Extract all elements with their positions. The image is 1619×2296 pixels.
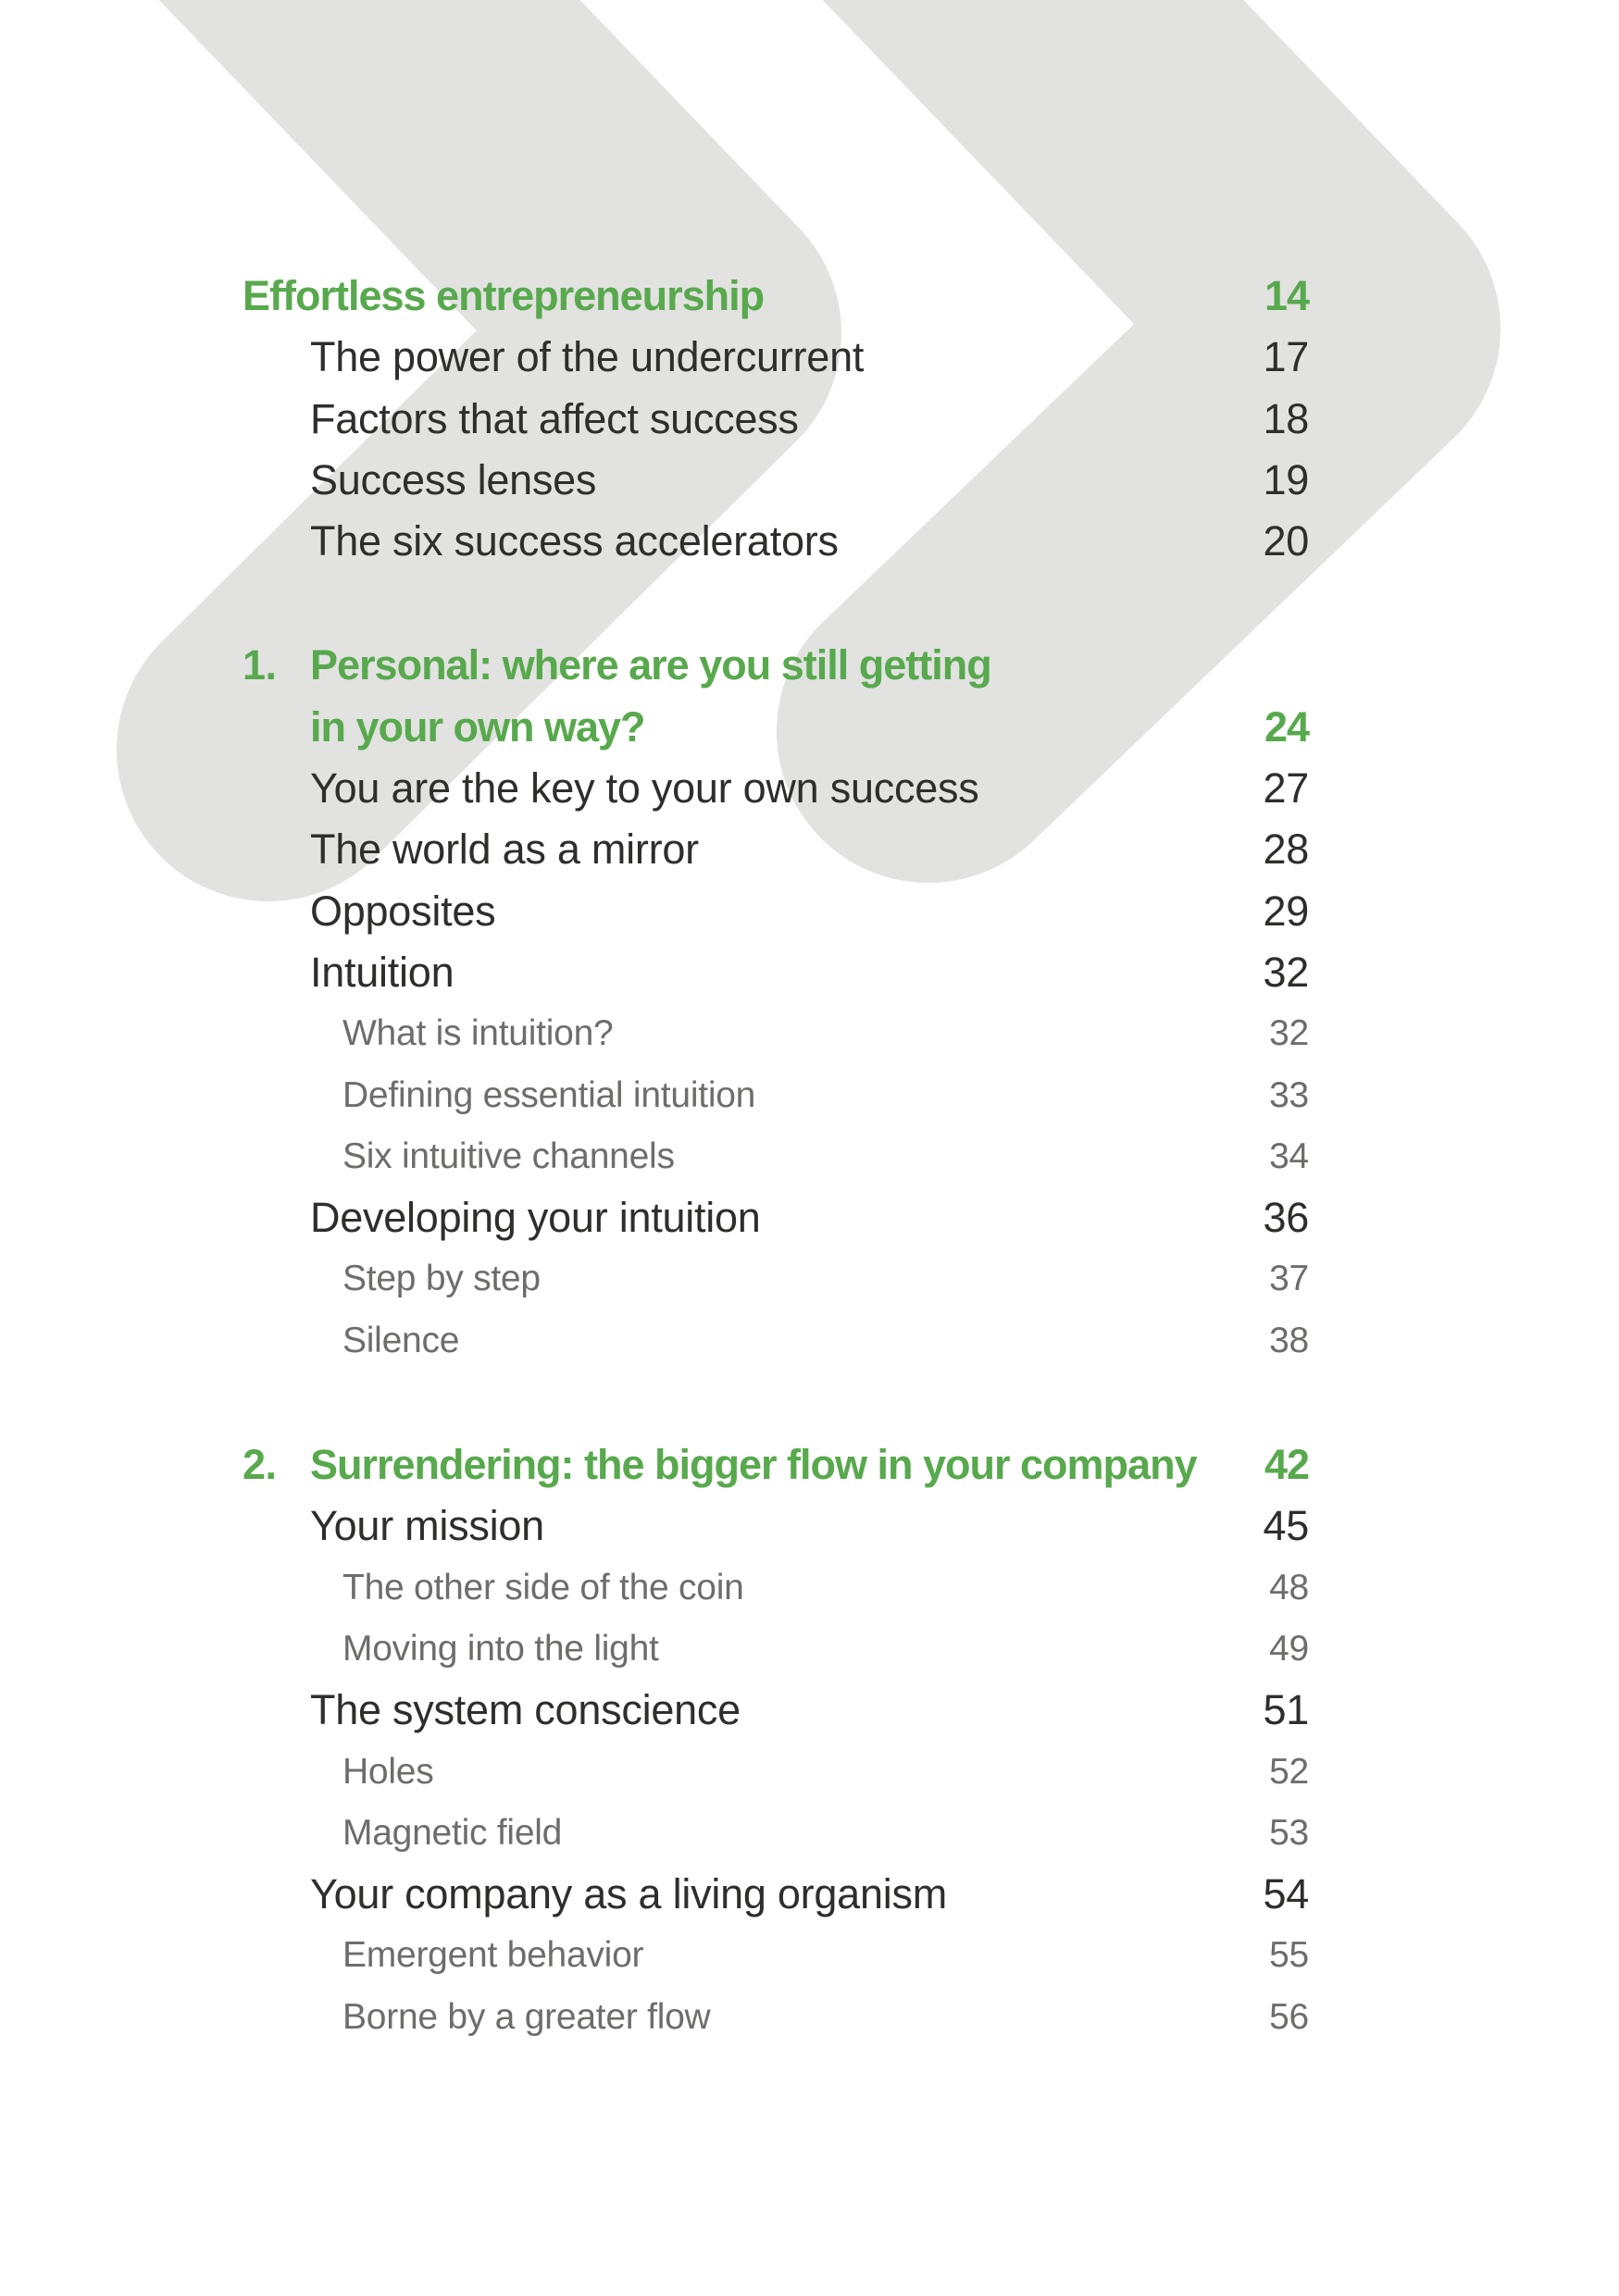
toc-list: Effortless entrepreneurship 14 The power… [243, 266, 1310, 2048]
toc-entry-title: Emergent behavior [342, 1935, 644, 1976]
toc-row: Emergent behavior 55 [243, 1925, 1309, 1986]
toc-entry-title: What is intuition? [342, 1013, 614, 1054]
toc-row: in your own way? 24 [243, 697, 1310, 758]
toc-row: Your company as a living organism 54 [243, 1864, 1309, 1925]
toc-row: Success lenses 19 [243, 450, 1309, 511]
toc-page-number: 32 [1263, 948, 1309, 996]
toc-row: Step by step 37 [243, 1248, 1309, 1309]
toc-row: Developing your intuition 36 [243, 1187, 1309, 1248]
toc-page-number: 29 [1263, 887, 1309, 935]
toc-entry-title: Defining essential intuition [342, 1074, 756, 1115]
toc-entry-title: Intuition [310, 948, 455, 996]
toc-page-number: 34 [1269, 1136, 1309, 1176]
toc-row: Magnetic field 53 [243, 1803, 1309, 1864]
toc-page-number: 27 [1263, 764, 1309, 813]
toc-page-number: 56 [1269, 1996, 1309, 2037]
section-number: 1. [243, 641, 277, 689]
toc-entry-title: Moving into the light [342, 1628, 659, 1669]
toc-page-number: 37 [1269, 1259, 1309, 1299]
toc-page-number: 17 [1263, 333, 1309, 381]
toc-row: Holes 52 [243, 1742, 1309, 1803]
toc-entry-title: The six success accelerators [310, 517, 839, 565]
toc-row: 1. Personal: where are you still getting [243, 635, 1309, 696]
section-number: 2. [243, 1441, 277, 1489]
toc-row: The other side of the coin 48 [243, 1558, 1309, 1619]
toc-entry-title: Opposites [310, 887, 496, 935]
toc-row: Six intuitive channels 34 [243, 1126, 1309, 1187]
toc-row: Opposites 29 [243, 881, 1309, 942]
chevron-right-icon [117, 0, 841, 901]
toc-page-number: 55 [1269, 1935, 1309, 1976]
toc-entry-title: The power of the undercurrent [310, 333, 865, 381]
toc-row: Borne by a greater flow 56 [243, 1987, 1309, 2048]
toc-row: The system conscience 51 [243, 1680, 1309, 1741]
toc-entry-title: Effortless entrepreneurship [243, 272, 765, 319]
toc-entry-title: Six intuitive channels [342, 1136, 675, 1176]
toc-entry-title: Developing your intuition [310, 1194, 761, 1242]
toc-page-number: 45 [1263, 1502, 1309, 1550]
toc-entry-title: The world as a mirror [310, 825, 699, 874]
toc-page-number: 51 [1263, 1686, 1309, 1734]
toc-entry-title: The system conscience [310, 1686, 741, 1734]
toc-row: Defining essential intuition 33 [243, 1065, 1309, 1126]
toc-entry-title: Silence [342, 1320, 460, 1360]
toc-page-number: 36 [1263, 1194, 1309, 1242]
toc-entry-title: in your own way? [310, 702, 646, 751]
toc-page-number: 28 [1263, 825, 1309, 874]
toc-entry-title: You are the key to your own success [310, 764, 979, 813]
toc-page-number: 24 [1264, 702, 1310, 751]
toc-entry-title: Success lenses [310, 455, 597, 503]
toc-entry-title: Your mission [310, 1502, 544, 1550]
toc-page-number: 38 [1269, 1320, 1309, 1360]
toc-entry-title: Factors that affect success [310, 394, 799, 442]
toc-entry-title: Holes [342, 1751, 434, 1792]
toc-page-number: 18 [1263, 394, 1309, 442]
toc-page-number: 49 [1269, 1628, 1309, 1669]
toc-page-number: 14 [1264, 272, 1310, 319]
toc-page-number: 32 [1269, 1013, 1309, 1054]
toc-page-number: 19 [1263, 455, 1309, 503]
toc-entry-title: Surrendering: the bigger flow in your co… [310, 1441, 1198, 1489]
toc-row: 2. Surrendering: the bigger flow in your… [243, 1434, 1310, 1496]
toc-row: The power of the undercurrent 17 [243, 327, 1309, 388]
toc-page-number: 33 [1269, 1074, 1309, 1115]
toc-row: Factors that affect success 18 [243, 389, 1309, 450]
toc-entry-title: Magnetic field [342, 1812, 563, 1853]
toc-page-number: 52 [1269, 1751, 1309, 1792]
toc-row: Moving into the light 49 [243, 1619, 1309, 1680]
toc-page-number: 54 [1263, 1870, 1309, 1918]
toc-row: The six success accelerators 20 [243, 511, 1309, 572]
toc-row: What is intuition? 32 [243, 1003, 1309, 1064]
toc-entry-title: Borne by a greater flow [342, 1996, 711, 2037]
toc-entry-title: The other side of the coin [342, 1567, 744, 1607]
toc-page-number: 42 [1264, 1441, 1310, 1489]
toc-row: Silence 38 [243, 1310, 1309, 1371]
toc-row: Effortless entrepreneurship 14 [243, 266, 1310, 327]
toc-row: Intuition 32 [243, 942, 1309, 1003]
toc-entry-title: Your company as a living organism [310, 1870, 947, 1918]
toc-entry-title: Step by step [342, 1259, 541, 1299]
toc-row: Your mission 45 [243, 1496, 1309, 1557]
toc-row: The world as a mirror 28 [243, 819, 1309, 880]
toc-entry-title: Personal: where are you still getting [310, 641, 992, 689]
toc-page-number: 20 [1263, 517, 1309, 565]
chevron-right-icon [777, 0, 1501, 883]
toc-page-number: 48 [1269, 1567, 1309, 1607]
toc-row: You are the key to your own success 27 [243, 758, 1309, 819]
toc-page-number: 53 [1269, 1812, 1309, 1853]
